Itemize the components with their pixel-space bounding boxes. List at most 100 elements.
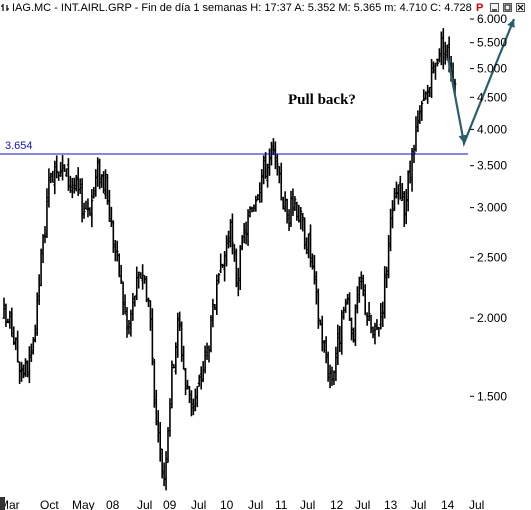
ohlc-bar xyxy=(100,174,104,188)
ohlc-bar xyxy=(141,264,145,290)
ohlc-bar xyxy=(316,288,320,329)
ohlc-bar xyxy=(22,364,26,379)
ohlc-bar xyxy=(107,189,111,222)
ohlc-bar xyxy=(146,297,150,308)
ohlc-bar xyxy=(268,148,272,176)
close-button[interactable] xyxy=(516,3,525,12)
ohlc-bar xyxy=(330,366,334,386)
ohlc-bar xyxy=(310,253,314,270)
ohlc-bar xyxy=(117,253,121,278)
reference-line-label: 3.654 xyxy=(5,140,33,152)
ohlc-bar xyxy=(410,147,414,192)
ohlc-bar xyxy=(275,154,279,176)
ohlc-bar xyxy=(16,330,20,363)
company-name: INT.AIRL.GRP xyxy=(60,2,132,14)
ohlc-bar xyxy=(232,244,236,262)
ohlc-bar xyxy=(361,274,365,297)
ohlc-bar xyxy=(433,62,437,80)
ohlc-bar xyxy=(33,324,37,343)
projection-arrowhead-up xyxy=(507,19,515,28)
ohlc-bar xyxy=(51,170,55,183)
ohlc-bar xyxy=(359,271,363,290)
ohlc-bar xyxy=(184,367,188,396)
ohlc-bar xyxy=(135,266,139,301)
x-tick-label: 10 xyxy=(220,498,234,510)
m-value: 5.365 xyxy=(353,2,382,14)
ohlc-bar xyxy=(320,315,324,352)
min-value: 4.710 xyxy=(399,2,428,14)
y-tick-label: 1.500 xyxy=(477,389,507,403)
ohlc-bar xyxy=(78,178,82,194)
ohlc-bar xyxy=(295,201,299,221)
close-icon xyxy=(517,4,524,11)
ohlc-bar xyxy=(291,188,295,216)
c-label: C: xyxy=(430,2,442,14)
ohlc-bar xyxy=(131,292,135,321)
ohlc-bar xyxy=(10,307,14,337)
ohlc-bar xyxy=(260,169,264,203)
ohlc-bar xyxy=(55,155,59,179)
ohlc-bar xyxy=(49,172,53,184)
ohlc-bar xyxy=(328,364,332,389)
ohlc-bar xyxy=(14,337,18,351)
ohlc-bar xyxy=(435,58,439,67)
x-tick-label: 13 xyxy=(384,498,398,510)
ohlc-bar xyxy=(139,272,143,279)
ohlc-bar xyxy=(186,379,190,390)
ohlc-bar xyxy=(162,462,166,487)
ohlc-bar xyxy=(154,389,158,426)
ohlc-bar xyxy=(299,206,303,230)
ohlc-bar xyxy=(109,206,113,228)
ohlc-bar xyxy=(150,308,154,366)
ohlc-bar xyxy=(219,253,223,274)
ohlc-bar xyxy=(76,167,80,196)
ohlc-bar xyxy=(422,89,426,102)
ohlc-bar xyxy=(398,175,402,200)
ohlc-bar xyxy=(195,386,199,408)
ohlc-bar xyxy=(57,171,61,181)
ohlc-bar xyxy=(217,273,221,284)
ohlc-bar xyxy=(416,110,420,133)
y-tick-label: 5.000 xyxy=(477,62,507,76)
ohlc-bar xyxy=(385,266,389,289)
x-tick-label: Jul xyxy=(300,498,315,510)
ohlc-bar xyxy=(88,207,92,216)
ohlc-bar xyxy=(228,219,232,248)
y-axis: 1.500 2.000 2.500 3.000 3.500 4.000 4.500 5.000… xyxy=(470,12,507,403)
minimize-button[interactable] xyxy=(490,3,499,12)
ohlc-bar xyxy=(187,385,191,404)
time-label: H: xyxy=(250,2,262,14)
ohlc-bar xyxy=(348,292,352,321)
chart-symbol-icon xyxy=(1,4,9,11)
ohlc-bar xyxy=(363,284,367,316)
ohlc-bar xyxy=(318,319,322,326)
c-value: 4.728 xyxy=(444,2,472,14)
y-tick-label: 2.000 xyxy=(477,311,507,325)
x-tick-label: 09 xyxy=(163,498,177,510)
maximize-button[interactable] xyxy=(503,3,512,12)
ohlc-bar xyxy=(402,191,406,227)
ohlc-bar xyxy=(441,28,445,70)
ohlc-bar xyxy=(2,297,6,319)
a-label: A: xyxy=(294,2,305,14)
ohlc-bar xyxy=(86,198,90,218)
ohlc-bar xyxy=(406,170,410,212)
ohlc-bar xyxy=(246,209,250,246)
ohlc-bar xyxy=(145,276,149,303)
ohlc-bar xyxy=(420,101,424,121)
ohlc-bar xyxy=(324,336,328,364)
ohlc-bar xyxy=(39,248,43,287)
ohlc-bar xyxy=(111,220,115,253)
ohlc-bar xyxy=(209,315,213,353)
ohlc-bar xyxy=(387,235,391,279)
ohlc-bar xyxy=(307,233,311,259)
ohlc-bar xyxy=(344,298,348,313)
ohlc-bar xyxy=(37,274,41,305)
ohlc-bar xyxy=(41,234,45,264)
scroll-handle[interactable] xyxy=(0,497,5,510)
x-tick-label: Jul xyxy=(469,498,484,510)
x-tick-label: Jul xyxy=(411,498,426,510)
projection-arrowhead-down xyxy=(458,134,467,144)
ohlc-bar xyxy=(277,165,281,184)
